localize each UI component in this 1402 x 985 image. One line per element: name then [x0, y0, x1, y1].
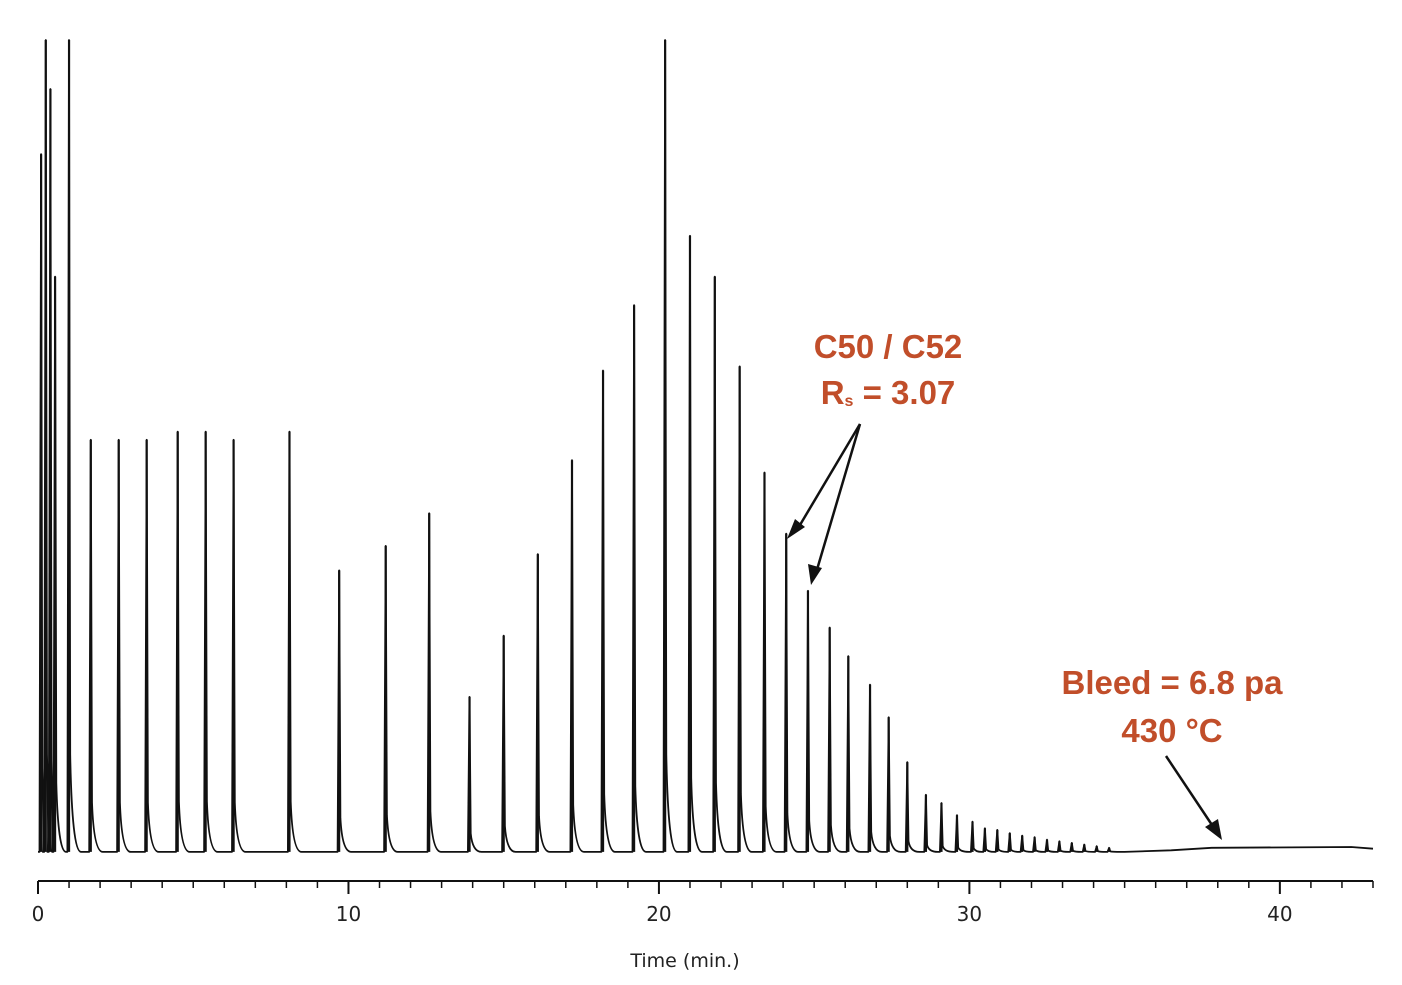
x-tick-label-0: 0	[32, 902, 45, 926]
chromatogram-trace	[38, 39, 1374, 853]
annotation-arrow-c52	[814, 423, 862, 574]
annotation-c50-c52-label: C50 / C52	[814, 328, 963, 365]
annotation-arrow-bleed	[1164, 755, 1216, 829]
annotation-rs-label: Rs = 3.07	[821, 374, 956, 411]
annotation-c50-c52: C50 / C52 Rs = 3.07	[787, 328, 962, 585]
annotation-temperature-label: 430 °C	[1121, 712, 1222, 749]
annotation-bleed: Bleed = 6.8 pa 430 °C	[1061, 664, 1283, 840]
annotation-arrowhead-c50	[787, 519, 805, 539]
chromatogram-series-line	[38, 39, 1374, 853]
x-axis: 0 10 20 30 40	[32, 880, 1374, 926]
x-axis-title: Time (min.)	[629, 950, 739, 972]
x-tick-label-40: 40	[1267, 902, 1292, 926]
annotation-arrowhead-c52	[808, 564, 822, 585]
annotation-arrow-c50	[795, 423, 862, 531]
x-tick-label-10: 10	[336, 902, 361, 926]
x-tick-label-30: 30	[957, 902, 982, 926]
x-tick-label-20: 20	[646, 902, 671, 926]
annotation-bleed-label: Bleed = 6.8 pa	[1061, 664, 1283, 701]
annotation-arrowhead-bleed	[1205, 819, 1222, 840]
